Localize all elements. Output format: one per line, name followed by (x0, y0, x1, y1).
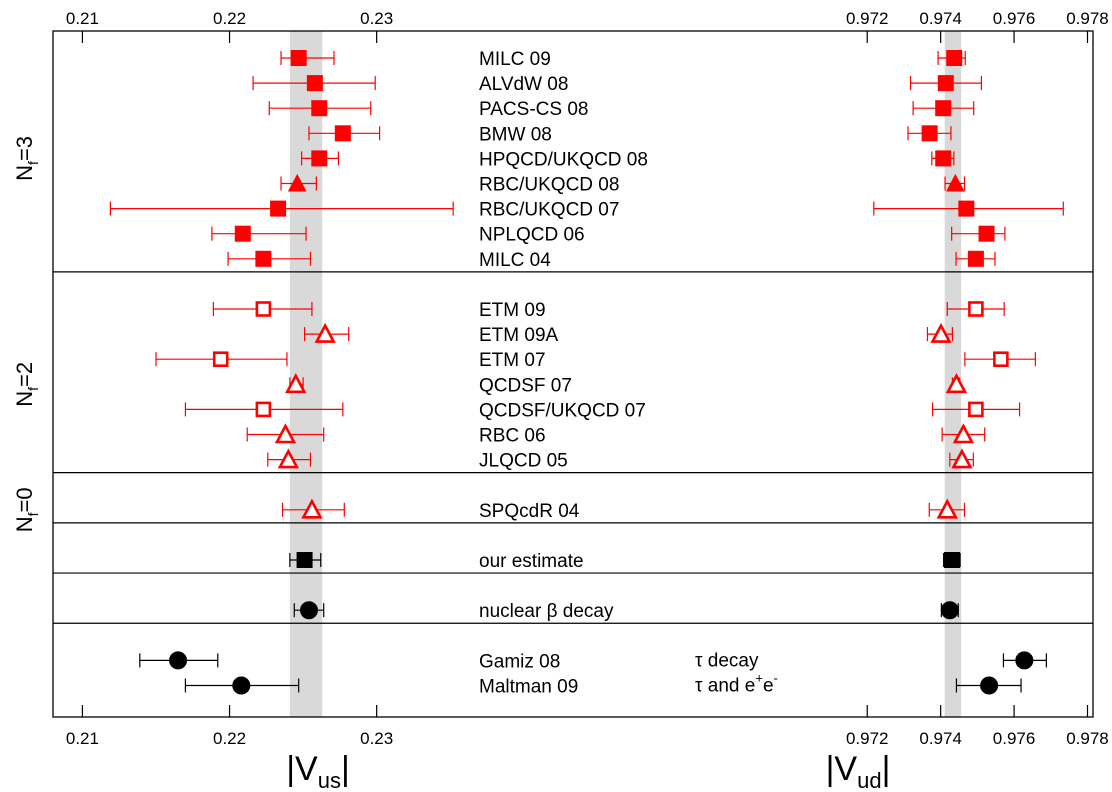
marker-circle (299, 601, 318, 620)
marker-square (234, 225, 251, 242)
group-label: Nf=0 (12, 487, 41, 532)
marker-square (993, 351, 1009, 368)
row-label: PACS-CS 08 (479, 99, 588, 120)
row-label: MILC 04 (479, 250, 551, 271)
row-label: MILC 09 (479, 49, 551, 70)
row-label: ETM 09A (479, 325, 559, 346)
marker-circle (232, 676, 251, 695)
error-bar-layer (109, 51, 1064, 693)
marker-square (290, 50, 307, 66)
row-label: JLQCD 05 (479, 451, 568, 472)
marker-triangle (951, 448, 973, 469)
tick-label-top: 0.23 (360, 9, 393, 28)
marker-triangle (277, 448, 300, 469)
axis-title-layer: |Vus| |Vud| (286, 750, 890, 792)
row-label: QCDSF 07 (479, 375, 572, 396)
marker-square (937, 75, 954, 92)
axis-tick-layer: 0.21 0.21 0.22 0.22 0.23 0.23 0.972 0.972 0.974 0… (66, 9, 1109, 748)
separator-layer (53, 271, 1093, 624)
marker-circle (940, 601, 959, 620)
marker-square (311, 100, 328, 117)
marker-square (968, 401, 984, 418)
marker-triangle (274, 423, 297, 444)
marker-triangle (936, 498, 958, 519)
row-label: ETM 07 (479, 350, 546, 371)
row-label: nuclear β decay (479, 601, 614, 622)
marker-square (967, 250, 984, 267)
row-label: NPLQCD 06 (479, 225, 585, 246)
row-label: SPQcdR 04 (479, 501, 580, 522)
marker-circle (980, 676, 999, 695)
marker-square (944, 552, 961, 568)
marker-layer (169, 50, 1034, 695)
marker-square (255, 301, 272, 317)
plot-frame (52, 30, 1094, 718)
tick-label-bottom: 0.976 (993, 729, 1036, 748)
row-label: our estimate (479, 551, 584, 572)
marker-square (255, 401, 272, 418)
tick-label-bottom: 0.23 (360, 729, 393, 748)
marker-circle (169, 651, 188, 670)
row-label: RBC/UKQCD 08 (479, 175, 619, 196)
annotation: τ and e+e- (695, 671, 778, 697)
row-label: RBC 06 (479, 426, 546, 447)
tick-label-bottom: 0.978 (1066, 729, 1109, 748)
marker-square (270, 200, 287, 217)
marker-triangle (314, 322, 336, 343)
axis-title-vud: |Vud| (826, 750, 891, 792)
tick-label-bottom: 0.21 (66, 729, 99, 748)
marker-triangle (301, 498, 323, 519)
row-label: Gamiz 08 (479, 651, 560, 672)
marker-triangle (945, 373, 968, 394)
tick-label-bottom: 0.974 (919, 729, 962, 748)
axis-title-vus: |Vus| (286, 750, 350, 792)
marker-square (334, 125, 351, 142)
marker-triangle (285, 373, 307, 394)
row-label: HPQCD/UKQCD 08 (479, 149, 648, 170)
row-label: ALVdW 08 (479, 74, 568, 95)
marker-triangle (952, 423, 975, 444)
marker-triangle (946, 173, 965, 192)
marker-square (978, 225, 995, 242)
group-label: Nf=3 (12, 136, 41, 181)
tick-label-top: 0.22 (213, 9, 246, 28)
marker-square (946, 50, 963, 66)
row-label: BMW 08 (479, 124, 552, 145)
row-label: ETM 09 (479, 300, 546, 321)
tick-label-top: 0.976 (993, 9, 1036, 28)
marker-triangle (287, 173, 307, 192)
group-label: Nf=2 (12, 362, 41, 407)
row-label-layer: MILC 09 ALVdW 08 PACS-CS 08 BMW 08 HPQCD/UKQ… (479, 49, 648, 698)
marker-square (311, 150, 328, 167)
row-label: Maltman 09 (479, 677, 578, 698)
tick-label-top: 0.21 (66, 9, 99, 28)
marker-square (296, 552, 313, 568)
annotation: τ decay (695, 650, 759, 671)
tick-label-top: 0.974 (919, 9, 962, 28)
row-label: QCDSF/UKQCD 07 (479, 400, 646, 421)
marker-square (935, 100, 952, 117)
marker-square (935, 150, 952, 167)
marker-triangle (930, 322, 952, 343)
tick-label-bottom: 0.22 (213, 729, 246, 748)
marker-circle (1015, 651, 1034, 670)
group-label-layer: Nf=3 Nf=2 Nf=0 (12, 136, 41, 532)
marker-square (921, 125, 938, 142)
row-label: RBC/UKQCD 07 (479, 200, 619, 221)
marker-square (968, 301, 984, 317)
band-vud (944, 31, 962, 717)
marker-square (958, 200, 975, 217)
tick-label-bottom: 0.972 (846, 729, 889, 748)
tick-label-top: 0.972 (846, 9, 889, 28)
marker-square (255, 250, 272, 267)
tick-label-top: 0.978 (1066, 9, 1109, 28)
marker-square (212, 351, 229, 368)
band-layer (289, 31, 962, 717)
marker-square (306, 75, 323, 92)
